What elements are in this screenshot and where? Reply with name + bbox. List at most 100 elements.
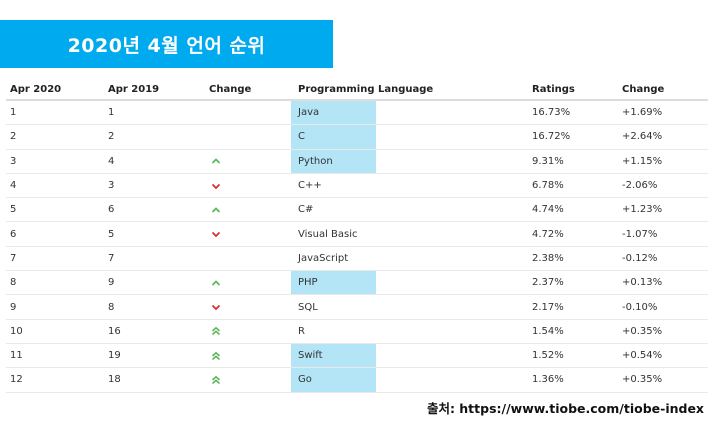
table-row: 8 9 PHP 2.37% +0.13% xyxy=(6,271,708,296)
arrow-up-icon xyxy=(211,156,221,166)
cell-apr2019: 7 xyxy=(108,252,115,264)
cell-language: C# xyxy=(298,204,314,216)
cell-change-trend xyxy=(209,344,233,367)
cell-apr2019: 18 xyxy=(108,374,121,386)
cell-apr2019: 1 xyxy=(108,107,115,119)
table-row: 12 18 Go 1.36% +0.35% xyxy=(6,368,708,393)
double-arrow-up-icon xyxy=(211,375,221,385)
cell-apr2020: 10 xyxy=(10,325,23,337)
cell-language: PHP xyxy=(291,271,376,295)
table-row: 7 7 JavaScript 2.38% -0.12% xyxy=(6,247,708,272)
header-ratings: Ratings xyxy=(532,83,575,95)
cell-change-trend xyxy=(209,174,233,197)
cell-ratings: 2.37% xyxy=(532,277,564,289)
cell-apr2020: 9 xyxy=(10,301,17,313)
cell-ratings: 6.78% xyxy=(532,180,564,192)
cell-apr2020: 4 xyxy=(10,180,17,192)
cell-change-percent: +0.35% xyxy=(622,325,663,337)
header-language: Programming Language xyxy=(298,83,434,95)
cell-change-trend xyxy=(209,125,233,148)
cell-change-trend xyxy=(209,222,233,245)
cell-ratings: 4.72% xyxy=(532,228,564,240)
cell-apr2020: 11 xyxy=(10,350,23,362)
cell-apr2020: 3 xyxy=(10,155,17,167)
cell-change-trend xyxy=(209,247,233,270)
cell-apr2020: 7 xyxy=(10,252,17,264)
cell-change-trend xyxy=(209,271,233,294)
arrow-down-icon xyxy=(211,181,221,191)
header-change: Change xyxy=(209,83,252,95)
cell-change-percent: +1.15% xyxy=(622,155,663,167)
table-row: 11 19 Swift 1.52% +0.54% xyxy=(6,343,708,369)
cell-change-percent: +2.64% xyxy=(622,131,663,143)
header-change-percent: Change xyxy=(622,83,665,95)
source-credit: 출처: https://www.tiobe.com/tiobe-index xyxy=(426,401,704,416)
cell-ratings: 9.31% xyxy=(532,155,564,167)
cell-apr2020: 5 xyxy=(10,204,17,216)
cell-apr2019: 5 xyxy=(108,228,115,240)
arrow-up-icon xyxy=(211,278,221,288)
cell-ratings: 16.72% xyxy=(532,131,571,143)
cell-apr2019: 16 xyxy=(108,325,121,337)
table-row: 6 5 Visual Basic 4.72% -1.07% xyxy=(6,222,708,247)
cell-ratings: 16.73% xyxy=(532,107,571,119)
table-row: 9 8 SQL 2.17% -0.10% xyxy=(6,295,708,320)
cell-language: Swift xyxy=(291,343,376,368)
ranking-table: Apr 2020 Apr 2019 Change Programming Lan… xyxy=(6,79,708,393)
arrow-down-icon xyxy=(211,229,221,239)
cell-ratings: 1.36% xyxy=(532,374,564,386)
cell-ratings: 2.17% xyxy=(532,301,564,313)
cell-apr2020: 6 xyxy=(10,228,17,240)
cell-change-percent: +1.69% xyxy=(622,107,663,119)
cell-apr2019: 4 xyxy=(108,155,115,167)
arrow-up-icon xyxy=(211,205,221,215)
cell-language: Go xyxy=(291,368,376,392)
cell-ratings: 1.52% xyxy=(532,350,564,362)
cell-change-percent: -1.07% xyxy=(622,228,658,240)
cell-change-percent: +0.35% xyxy=(622,374,663,386)
table-row: 10 16 R 1.54% +0.35% xyxy=(6,320,708,344)
cell-language: SQL xyxy=(298,301,318,313)
cell-language: JavaScript xyxy=(298,252,349,264)
cell-change-trend xyxy=(209,150,233,173)
table-row: 4 3 C++ 6.78% -2.06% xyxy=(6,174,708,199)
double-arrow-up-icon xyxy=(211,351,221,361)
table-row: 3 4 Python 9.31% +1.15% xyxy=(6,149,708,174)
cell-apr2019: 2 xyxy=(108,131,115,143)
page-title-banner: 2020년 4월 언어 순위 xyxy=(0,20,333,68)
cell-apr2020: 12 xyxy=(10,374,23,386)
cell-change-percent: -0.12% xyxy=(622,252,658,264)
cell-change-percent: +1.23% xyxy=(622,204,663,216)
cell-apr2019: 3 xyxy=(108,180,115,192)
cell-apr2019: 19 xyxy=(108,350,121,362)
cell-ratings: 2.38% xyxy=(532,252,564,264)
cell-apr2020: 8 xyxy=(10,277,17,289)
header-apr2020: Apr 2020 xyxy=(10,83,62,95)
table-header: Apr 2020 Apr 2019 Change Programming Lan… xyxy=(6,79,708,101)
cell-change-trend xyxy=(209,295,233,318)
cell-change-trend xyxy=(209,368,233,391)
cell-change-percent: -2.06% xyxy=(622,180,658,192)
cell-apr2019: 8 xyxy=(108,301,115,313)
cell-language: Visual Basic xyxy=(298,228,358,240)
cell-change-percent: +0.54% xyxy=(622,350,663,362)
table-row: 2 2 C 16.72% +2.64% xyxy=(6,125,708,150)
cell-apr2019: 6 xyxy=(108,204,115,216)
cell-language: C++ xyxy=(298,180,322,192)
cell-language: Java xyxy=(291,101,376,125)
table-row: 1 1 Java 16.73% +1.69% xyxy=(6,101,708,126)
cell-apr2019: 9 xyxy=(108,277,115,289)
header-apr2019: Apr 2019 xyxy=(108,83,160,95)
cell-language: Python xyxy=(291,149,376,173)
cell-change-trend xyxy=(209,101,233,124)
cell-language: R xyxy=(298,325,305,337)
cell-apr2020: 2 xyxy=(10,131,17,143)
cell-change-percent: +0.13% xyxy=(622,277,663,289)
cell-apr2020: 1 xyxy=(10,107,17,119)
cell-change-percent: -0.10% xyxy=(622,301,658,313)
double-arrow-up-icon xyxy=(211,326,221,336)
table-row: 5 6 C# 4.74% +1.23% xyxy=(6,198,708,223)
table-body: 1 1 Java 16.73% +1.69% 2 2 C 16.72% +2.64% 3 4 Pytho… xyxy=(6,101,708,393)
cell-language: C xyxy=(291,125,376,149)
cell-ratings: 1.54% xyxy=(532,325,564,337)
